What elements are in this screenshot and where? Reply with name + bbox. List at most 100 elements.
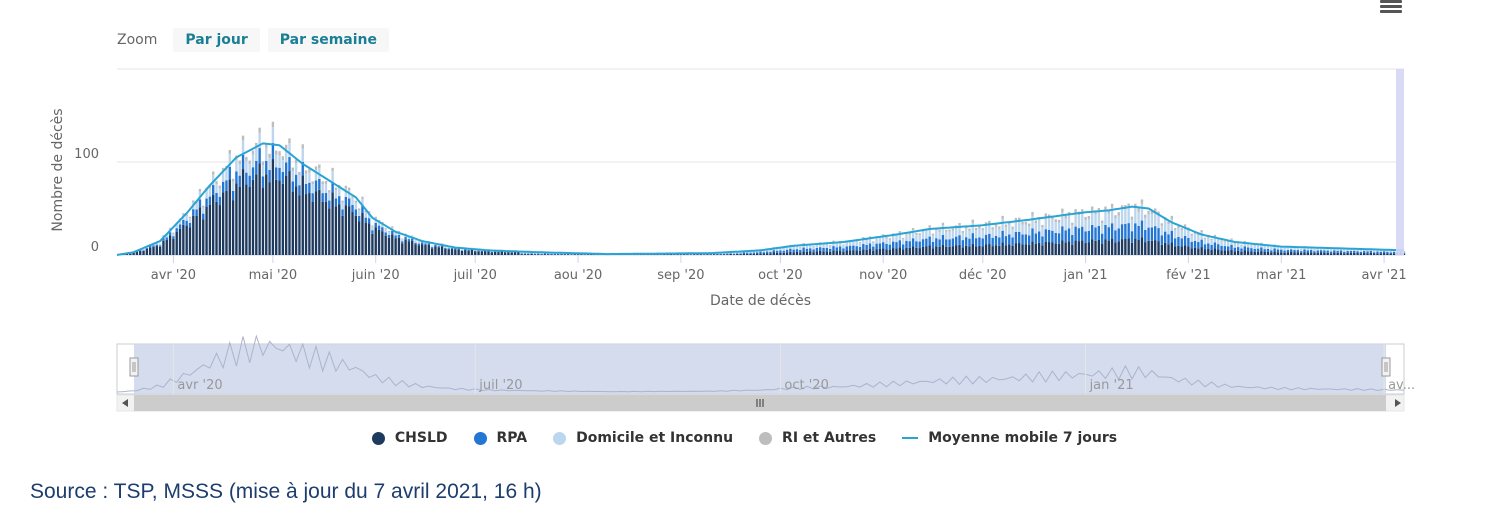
bar-segment [961, 247, 965, 255]
bar-segment [895, 248, 898, 255]
bar-segment [550, 254, 553, 255]
bar-segment [354, 200, 358, 203]
bar-segment [341, 200, 344, 203]
bar-segment [1114, 215, 1117, 219]
bar-segment [1253, 251, 1256, 255]
bar-segment [1316, 250, 1319, 253]
bar-segment [905, 247, 908, 255]
bar-segment [1057, 222, 1061, 234]
bar-segment [1210, 244, 1213, 250]
bar-segment [732, 253, 736, 255]
bar-segment [175, 228, 178, 232]
bar-segment [1097, 211, 1101, 226]
bar-segment [291, 192, 294, 255]
bar-segment [1276, 252, 1280, 255]
bar-segment [407, 239, 411, 242]
navigator-selection [134, 344, 1386, 394]
scroll-right-arrow-icon[interactable] [1395, 399, 1401, 407]
bar-segment [1187, 229, 1190, 239]
bar-segment [301, 175, 304, 255]
bar-segment [288, 143, 291, 158]
bar-segment [387, 237, 391, 255]
bar-segment [338, 196, 341, 205]
bar-segment [248, 160, 251, 165]
bar-segment [928, 225, 931, 228]
bar-segment [828, 245, 832, 246]
bar-segment [308, 172, 311, 183]
scroll-left-arrow-icon[interactable] [122, 399, 128, 407]
bar-segment [424, 245, 427, 255]
bar-segment [1353, 252, 1356, 255]
bar-segment [1213, 236, 1217, 243]
chart-menu-icon[interactable] [1380, 0, 1402, 14]
navigator-handle[interactable] [129, 357, 139, 377]
bar-segment [1037, 231, 1041, 243]
bar-segment [351, 212, 354, 255]
bar-segment [1213, 242, 1217, 249]
bar-segment [248, 186, 251, 255]
bar-segment [802, 243, 805, 244]
bar-segment [172, 232, 175, 234]
bar-segment [304, 170, 308, 174]
bar-segment [1263, 249, 1266, 252]
bar-segment [241, 154, 245, 170]
bar-segment [1044, 213, 1047, 217]
bar-segment [162, 240, 165, 255]
bar-segment [195, 202, 198, 210]
bar-segment [185, 214, 188, 216]
bar-segment [1160, 244, 1164, 255]
bar-segment [1203, 249, 1207, 255]
bar-segment [984, 234, 988, 245]
legend-item-ri-autres[interactable]: RI et Autres [759, 430, 876, 446]
bar-segment [334, 206, 338, 255]
bar-segment [1243, 240, 1246, 243]
bar-segment [1018, 217, 1021, 221]
zoom-button-par-semaine[interactable]: Par semaine [267, 28, 389, 52]
bar-segment [898, 240, 902, 248]
bar-segment [951, 246, 955, 255]
legend-symbol [371, 431, 385, 445]
bar-segment [762, 253, 766, 255]
bar-segment [799, 247, 802, 250]
bar-segment [1054, 219, 1057, 223]
bar-segment [487, 251, 490, 255]
bar-segment [984, 224, 988, 235]
bar-segment [882, 235, 885, 243]
bar-segment [474, 250, 477, 252]
bar-segment [1150, 210, 1154, 215]
bar-segment [1319, 252, 1323, 255]
bar-segment [759, 251, 762, 254]
bar-segment [1130, 231, 1134, 243]
bar-segment [1037, 220, 1041, 232]
bar-segment [739, 253, 742, 255]
bar-segment [321, 181, 324, 185]
bar-segment [1127, 203, 1130, 208]
bar-segment [1167, 224, 1170, 235]
bar-segment [328, 192, 331, 201]
bar-segment [1329, 251, 1333, 254]
bar-segment [324, 192, 328, 202]
bar-segment [275, 154, 278, 168]
navigator-handle[interactable] [1381, 357, 1391, 377]
bar-segment [258, 132, 261, 149]
bar-segment [1134, 203, 1137, 208]
bar-segment [862, 238, 865, 244]
bar-segment [278, 167, 281, 181]
bar-segment [765, 253, 769, 255]
bar-segment [1220, 250, 1223, 255]
bar-segment [1319, 247, 1323, 251]
bar-segment [1071, 225, 1074, 235]
bar-segment [258, 163, 261, 255]
bar-segment [563, 254, 566, 255]
legend-item-chsld[interactable]: CHSLD [371, 430, 448, 446]
zoom-button-par-jour[interactable]: Par jour [173, 28, 260, 52]
bar-segment [852, 241, 855, 246]
bar-segment [865, 249, 868, 255]
legend-item-moyenne[interactable]: Moyenne mobile 7 jours [902, 430, 1117, 446]
legend-item-domicile[interactable]: Domicile et Inconnu [553, 430, 733, 446]
bar-segment [915, 234, 918, 242]
bar-segment [1144, 214, 1147, 218]
bar-segment [1253, 248, 1256, 252]
legend-item-rpa[interactable]: RPA [473, 430, 527, 446]
bar-segment [918, 233, 921, 236]
